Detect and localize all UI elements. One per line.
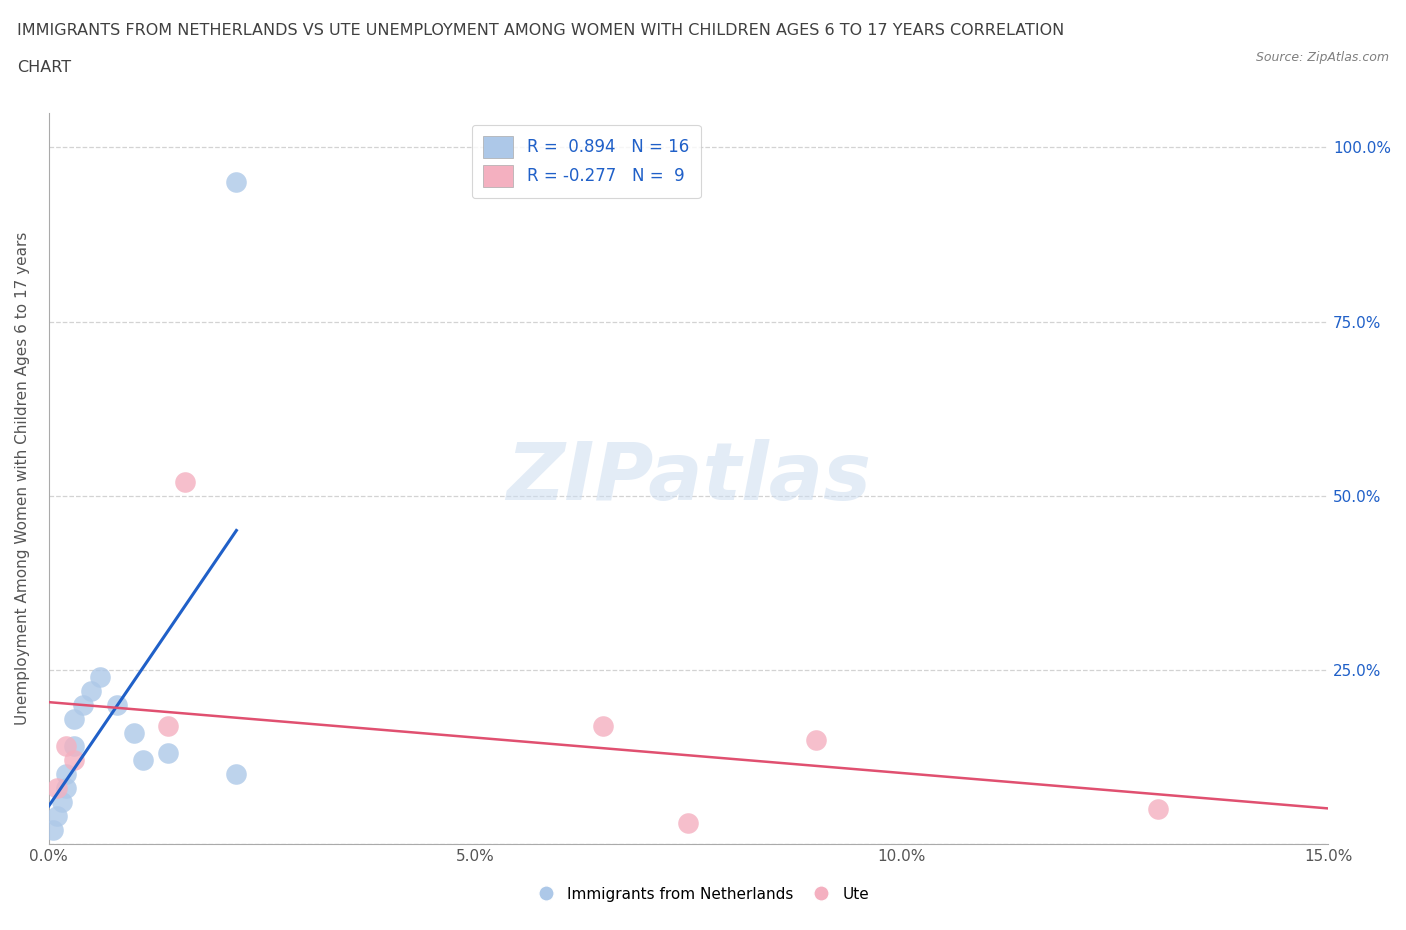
- Point: [80, 684, 103, 698]
- Point: [46, 809, 69, 824]
- Point: [174, 474, 197, 489]
- Point: [55, 767, 77, 782]
- Y-axis label: Unemployment Among Women with Children Ages 6 to 17 years: Unemployment Among Women with Children A…: [15, 232, 30, 725]
- Point: [131, 753, 153, 768]
- Point: [592, 718, 614, 733]
- Text: Source: ZipAtlas.com: Source: ZipAtlas.com: [1256, 51, 1389, 64]
- Legend: Immigrants from Netherlands, Ute: Immigrants from Netherlands, Ute: [530, 880, 876, 909]
- Point: [55, 739, 77, 754]
- Point: [72, 698, 94, 712]
- Point: [42, 823, 65, 838]
- Point: [63, 711, 86, 726]
- Point: [678, 816, 700, 830]
- Text: IMMIGRANTS FROM NETHERLANDS VS UTE UNEMPLOYMENT AMONG WOMEN WITH CHILDREN AGES 6: IMMIGRANTS FROM NETHERLANDS VS UTE UNEMP…: [17, 23, 1064, 38]
- Point: [89, 670, 111, 684]
- Point: [51, 795, 73, 810]
- Legend: R =  0.894   N = 16, R = -0.277   N =  9: R = 0.894 N = 16, R = -0.277 N = 9: [471, 125, 700, 198]
- Point: [55, 781, 77, 796]
- Point: [122, 725, 145, 740]
- Text: CHART: CHART: [17, 60, 70, 75]
- Point: [157, 746, 180, 761]
- Point: [225, 767, 247, 782]
- Point: [157, 718, 180, 733]
- Point: [1146, 802, 1168, 817]
- Point: [63, 753, 86, 768]
- Point: [225, 175, 247, 190]
- Point: [806, 732, 828, 747]
- Text: ZIPatlas: ZIPatlas: [506, 439, 870, 517]
- Point: [46, 781, 69, 796]
- Point: [105, 698, 128, 712]
- Point: [63, 739, 86, 754]
